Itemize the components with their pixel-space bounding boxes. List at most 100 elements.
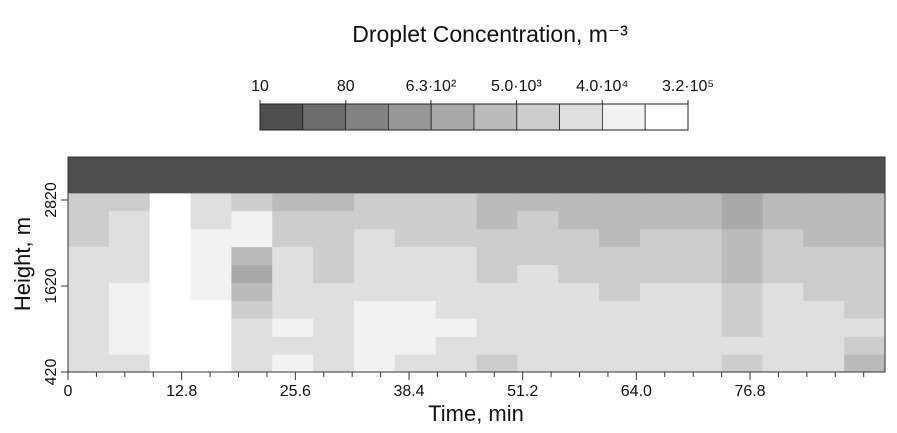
heatmap-cell (108, 174, 151, 194)
colorbar-cell (516, 103, 560, 131)
heatmap-cell (844, 228, 886, 248)
heatmap-cell (680, 246, 723, 265)
heatmap-cell (68, 210, 110, 230)
heatmap-cell (108, 282, 151, 301)
heatmap-cell (435, 264, 477, 283)
heatmap-cell (558, 318, 600, 337)
heatmap-cell (313, 246, 355, 265)
heatmap-cell (762, 336, 804, 355)
heatmap-cell (599, 192, 641, 212)
heatmap-cell (803, 300, 845, 319)
x-tick-label: 51.2 (507, 383, 538, 400)
heatmap-cell (190, 282, 232, 301)
colorbar-cell (430, 103, 475, 131)
colorbar-cell (345, 103, 389, 131)
heatmap-cell (803, 246, 845, 265)
heatmap-cell (680, 336, 723, 355)
heatmap-cell (721, 174, 763, 194)
heatmap-cell (190, 246, 232, 265)
heatmap-cell (313, 318, 355, 337)
heatmap-cell (558, 174, 600, 194)
heatmap-cell (394, 192, 437, 212)
heatmap-cell (394, 210, 437, 230)
heatmap-cell (721, 336, 763, 355)
heatmap-cell (803, 157, 845, 176)
colorbar-cell (602, 103, 646, 131)
heatmap-cell (435, 246, 477, 265)
heatmap-cell (353, 210, 396, 230)
heatmap-cell (353, 157, 396, 176)
heatmap-cell (231, 228, 273, 248)
heatmap-cell (721, 228, 763, 248)
heatmap-cell (231, 246, 273, 265)
heatmap-cell (108, 336, 151, 355)
heatmap-cell (517, 157, 559, 176)
heatmap-cell (803, 336, 845, 355)
heatmap-cell (313, 174, 355, 194)
heatmap-cell (476, 192, 518, 212)
heatmap-cell (558, 157, 600, 176)
heatmap-cell (639, 246, 682, 265)
heatmap-cell (435, 210, 477, 230)
heatmap-cell (435, 228, 477, 248)
heatmap-cell (517, 264, 559, 283)
heatmap-cell (149, 246, 192, 265)
heatmap-cell (762, 264, 804, 283)
heatmap-cell (231, 174, 273, 194)
x-tick-label: 64.0 (621, 383, 652, 400)
heatmap-cell (149, 318, 192, 337)
colorbar-cell (559, 103, 603, 131)
heatmap-cell (476, 354, 518, 373)
heatmap-cell (639, 354, 682, 373)
colorbar-tick-label: 4.0·10⁴ (576, 78, 628, 95)
heatmap-cell (762, 318, 804, 337)
heatmap-cell (476, 246, 518, 265)
heatmap-cell (190, 210, 232, 230)
heatmap-cell (680, 228, 723, 248)
heatmap-cell (844, 246, 886, 265)
heatmap-cell (476, 282, 518, 301)
colorbar-tick-label: 80 (337, 78, 355, 95)
heatmap-cell (313, 300, 355, 319)
heatmap-cell (68, 192, 110, 212)
plot-frame (67, 156, 886, 373)
heatmap-cell (353, 246, 396, 265)
heatmap-cell (313, 264, 355, 283)
heatmap-cell (762, 210, 804, 230)
heatmap-cell (803, 210, 845, 230)
colorbar-tick-label: 5.0·10³ (491, 78, 542, 95)
heatmap-cell (435, 192, 477, 212)
heatmap-cell (803, 228, 845, 248)
heatmap-cell (149, 300, 192, 319)
heatmap-cell (394, 246, 437, 265)
heatmap-cell (231, 354, 273, 373)
heatmap-cell (108, 192, 151, 212)
colorbar-tick-label: 6.3·10² (406, 78, 457, 95)
x-tick-label: 0 (64, 383, 73, 400)
heatmap-cell (313, 210, 355, 230)
colorbar-cell (644, 103, 689, 131)
heatmap-cell (272, 192, 314, 212)
heatmap-cell (313, 282, 355, 301)
heatmap-cell (476, 157, 518, 176)
heatmap-cell (108, 228, 151, 248)
heatmap-cell (149, 282, 192, 301)
heatmap-cell (108, 300, 151, 319)
heatmap-cell (149, 354, 192, 373)
colorbar-frame (259, 103, 689, 131)
heatmap-cell (517, 210, 559, 230)
heatmap-cell (190, 174, 232, 194)
heatmap-cell (517, 174, 559, 194)
heatmap-cell (231, 300, 273, 319)
heatmap-cell (517, 246, 559, 265)
heatmap-cell (476, 210, 518, 230)
heatmap-cell (435, 318, 477, 337)
heatmap-cell (762, 174, 804, 194)
colorbar-cell (473, 103, 518, 131)
heatmap-cell (721, 210, 763, 230)
heatmap-cell (844, 318, 886, 337)
heatmap-cell (844, 157, 886, 176)
heatmap-cell (762, 192, 804, 212)
heatmap-cell (231, 157, 273, 176)
heatmap-cell (558, 282, 600, 301)
